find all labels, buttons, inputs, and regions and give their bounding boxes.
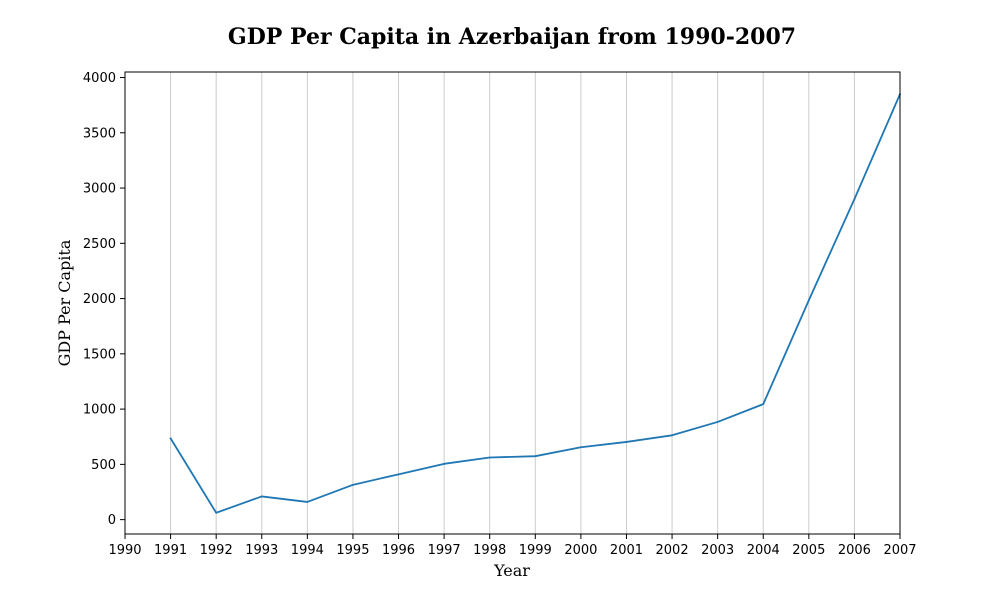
y-tick-label: 3500 <box>83 126 116 141</box>
data-point <box>260 495 263 498</box>
data-point <box>579 446 582 449</box>
x-tick-label: 1996 <box>382 543 415 558</box>
x-tick-label: 2005 <box>792 543 825 558</box>
data-point <box>169 437 172 440</box>
data-point <box>397 473 400 476</box>
x-tick-label: 1995 <box>336 543 369 558</box>
data-point <box>625 441 628 443</box>
x-tick-label: 2000 <box>564 543 597 558</box>
data-point <box>671 434 673 437</box>
data-point <box>443 462 446 465</box>
data-point <box>716 421 719 423</box>
x-tick-label: 1994 <box>291 543 324 558</box>
x-tick-label: 2003 <box>701 543 734 558</box>
x-tick-label: 1990 <box>108 543 141 558</box>
plot-frame <box>124 71 901 535</box>
chart-title: GDP Per Capita in Azerbaijan from 1990-2… <box>228 24 796 50</box>
x-tick-label: 1993 <box>245 543 278 558</box>
y-axis-label: GDP Per Capita <box>55 239 74 366</box>
x-tick-label: 1997 <box>428 543 461 558</box>
x-tick-label: 2002 <box>656 543 689 558</box>
data-point <box>306 501 309 503</box>
y-tick-label: 500 <box>91 458 116 473</box>
y-tick-label: 2500 <box>83 237 116 252</box>
data-point <box>762 403 765 406</box>
y-tick-label: 1000 <box>83 403 116 418</box>
x-tick-label: 2004 <box>747 543 780 558</box>
x-tick-label: 1998 <box>473 543 506 558</box>
y-tick-label: 0 <box>108 513 116 528</box>
x-tick-label: 2006 <box>838 543 871 558</box>
data-point <box>215 511 218 514</box>
y-tick-label: 4000 <box>83 71 116 86</box>
x-tick-label: 1999 <box>519 543 552 558</box>
data-point <box>488 456 491 459</box>
y-tick-label: 3000 <box>83 182 116 197</box>
x-tick-label: 2001 <box>610 543 643 558</box>
data-point <box>807 299 810 302</box>
x-tick-label: 2007 <box>883 543 916 558</box>
x-axis: 1990 1991 1992 1993 1994 1995 1996 1997 1998 1999… <box>108 534 917 558</box>
grid-lines <box>124 72 901 534</box>
x-tick-label: 1991 <box>154 543 187 558</box>
x-tick-label: 1992 <box>200 543 233 558</box>
y-axis: 0 500 1000 1500 2000 2500 3000 3500 4000 <box>83 71 125 528</box>
data-point <box>853 198 856 201</box>
y-tick-label: 1500 <box>83 347 116 362</box>
y-tick-label: 2000 <box>83 292 116 307</box>
data-point <box>534 455 537 458</box>
x-axis-label: Year <box>493 561 530 580</box>
data-point <box>352 483 354 486</box>
